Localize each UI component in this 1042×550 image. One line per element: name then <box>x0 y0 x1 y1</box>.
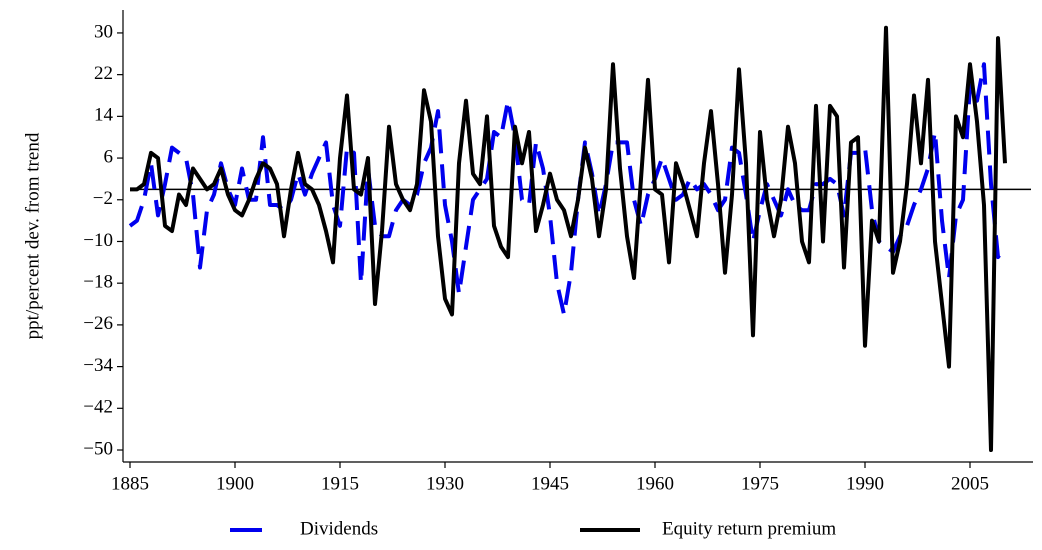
y-tick-label: −26 <box>83 313 113 334</box>
legend-label: Dividends <box>300 518 378 539</box>
y-tick-label: −18 <box>83 272 113 293</box>
x-tick-label: 2005 <box>951 473 989 494</box>
y-axis-label: ppt/percent dev. from trend <box>22 132 43 339</box>
y-tick-label: 6 <box>104 146 114 167</box>
x-tick-label: 1945 <box>531 473 569 494</box>
legend-label: Equity return premium <box>662 518 836 539</box>
x-tick-label: 1975 <box>741 473 779 494</box>
y-tick-label: 30 <box>94 21 113 42</box>
x-tick-label: 1930 <box>426 473 464 494</box>
y-tick-label: −34 <box>83 355 113 376</box>
x-tick-label: 1990 <box>846 473 884 494</box>
x-tick-label: 1960 <box>636 473 674 494</box>
y-tick-label: −10 <box>83 230 113 251</box>
series-line <box>130 25 1007 453</box>
x-tick-label: 1900 <box>216 473 254 494</box>
y-tick-label: −42 <box>83 397 113 418</box>
y-tick-label: −2 <box>93 188 113 209</box>
x-tick-label: 1885 <box>111 473 149 494</box>
series-line <box>128 62 1007 317</box>
y-tick-label: 22 <box>94 63 113 84</box>
y-tick-label: 14 <box>94 105 114 126</box>
x-tick-label: 1915 <box>321 473 359 494</box>
y-tick-label: −50 <box>83 438 113 459</box>
